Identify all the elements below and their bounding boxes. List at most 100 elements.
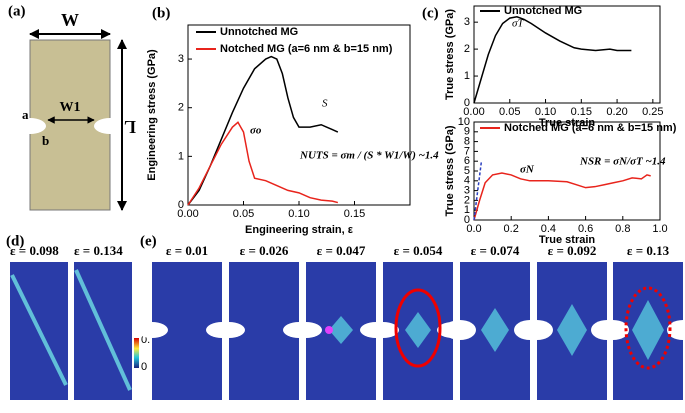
- y-tick-label: 3: [178, 53, 184, 65]
- y-tick-label: 10: [458, 116, 470, 128]
- x-tick-label: 0.10: [535, 106, 556, 118]
- annotation: S: [322, 98, 328, 110]
- notch: [667, 320, 685, 340]
- strain-label: ε = 0.098: [10, 243, 59, 258]
- y-tick-label: 7: [464, 145, 470, 157]
- strain-label: ε = 0.13: [627, 243, 670, 258]
- y-tick-label: 8: [464, 136, 470, 148]
- y-tick-label: 5: [464, 165, 470, 177]
- y-tick-label: 0: [464, 97, 470, 109]
- x-tick-label: 0.4: [541, 223, 556, 235]
- y-tick-label: 1: [178, 150, 184, 162]
- strain-zone: [481, 308, 509, 352]
- y-tick-label: 0: [178, 199, 184, 211]
- series-line: [187, 121, 339, 206]
- y-tick-label: 2: [464, 43, 470, 55]
- x-tick-label: 0.15: [344, 208, 365, 220]
- highlight: [394, 288, 442, 368]
- dim-label: b: [42, 133, 49, 148]
- strain-label: ε = 0.074: [471, 243, 520, 258]
- panel-label: (a): [8, 3, 26, 19]
- y-tick-label: 3: [464, 16, 470, 28]
- panel-label: (c): [422, 5, 439, 21]
- y-axis-label: Engineering stress (GPa): [146, 49, 158, 181]
- legend-label: Unnotched MG: [504, 5, 582, 17]
- notch: [14, 118, 46, 134]
- x-tick-label: 0.8: [615, 223, 630, 235]
- strain-label: ε = 0.134: [74, 243, 123, 258]
- series-line: [187, 55, 339, 206]
- x-tick-label: 0.05: [499, 106, 520, 118]
- panel-label: (d): [6, 233, 24, 249]
- x-tick-label: 0.00: [463, 106, 484, 118]
- x-tick-label: 0.2: [504, 223, 519, 235]
- notch: [213, 322, 245, 338]
- legend-label: Unnotched MG: [220, 26, 298, 38]
- dim-label: W: [61, 10, 79, 30]
- panel-label: (e): [140, 233, 157, 249]
- y-tick-label: 3: [464, 185, 470, 197]
- y-axis-label: True stress (GPa): [444, 125, 456, 216]
- x-tick-label: 0.6: [578, 223, 593, 235]
- notch: [136, 322, 168, 338]
- x-tick-label: 0.05: [233, 208, 254, 220]
- notch: [597, 320, 629, 340]
- strain-label: ε = 0.092: [548, 243, 597, 258]
- dim-label: W1: [60, 100, 81, 115]
- y-tick-label: 4: [464, 175, 470, 187]
- colorbar-label: 0: [141, 361, 147, 373]
- y-tick-label: 1: [464, 70, 470, 82]
- plot-frame: [473, 5, 661, 104]
- x-tick-label: 0.0: [466, 223, 481, 235]
- x-tick-label: 1.0: [652, 223, 667, 235]
- strain-zone: [329, 316, 353, 344]
- strain-zone: [632, 300, 664, 360]
- strain-maps-d: 0.7 0 ε = 0.098 ε = 0.134: [10, 243, 156, 400]
- y-tick-label: 2: [178, 102, 184, 114]
- notch: [444, 320, 476, 340]
- legend-label: Notched MG (a=6 nm & b=15 nm): [504, 122, 677, 134]
- strain-zone: [405, 312, 431, 348]
- annotation: NSR = σN/σT ~1.4: [579, 156, 666, 168]
- y-tick-label: 2: [464, 194, 470, 206]
- dim-label: a: [22, 107, 29, 122]
- notch: [521, 320, 553, 340]
- annotation: NUTS = σm / (S * W1/W) ~1.4: [299, 150, 439, 162]
- strain-zone: [557, 304, 587, 356]
- x-axis-label: Engineering strain, ε: [245, 224, 354, 236]
- shear-band: [74, 269, 132, 391]
- shear-band: [10, 274, 68, 386]
- x-tick-label: 0.00: [177, 208, 198, 220]
- plot-frame: [473, 121, 661, 221]
- strain-label: ε = 0.026: [240, 243, 289, 258]
- x-tick-label: 0.20: [606, 106, 627, 118]
- strain-label: ε = 0.054: [394, 243, 443, 258]
- x-axis-label: True strain: [539, 117, 596, 129]
- colorbar: [134, 338, 139, 368]
- series-line: [473, 16, 632, 104]
- x-axis-label: True strain: [539, 234, 596, 246]
- annotation: σN: [520, 164, 535, 176]
- notch: [290, 322, 322, 338]
- y-tick-label: 1: [464, 204, 470, 216]
- x-tick-label: 0.15: [571, 106, 592, 118]
- legend-label: Notched MG (a=6 nm & b=15 nm): [220, 43, 393, 55]
- x-tick-label: 0.10: [288, 208, 309, 220]
- hot-spot: [325, 326, 333, 334]
- annotation: σo: [250, 125, 262, 137]
- strain-label: ε = 0.01: [166, 243, 208, 258]
- y-axis-label: True stress (GPa): [444, 9, 456, 100]
- panel-label: (b): [152, 5, 170, 21]
- specimen-diagram: W W1 a b L: [14, 10, 136, 211]
- annotation: σT: [512, 18, 524, 30]
- series-line: [473, 172, 651, 221]
- notch: [367, 322, 399, 338]
- y-tick-label: 0: [464, 214, 470, 226]
- highlight: [624, 286, 672, 370]
- dim-label: L: [124, 117, 136, 137]
- strain-label: ε = 0.047: [317, 243, 366, 258]
- y-tick-label: 6: [464, 155, 470, 167]
- x-tick-label: 0.25: [642, 106, 663, 118]
- y-tick-label: 9: [464, 126, 470, 138]
